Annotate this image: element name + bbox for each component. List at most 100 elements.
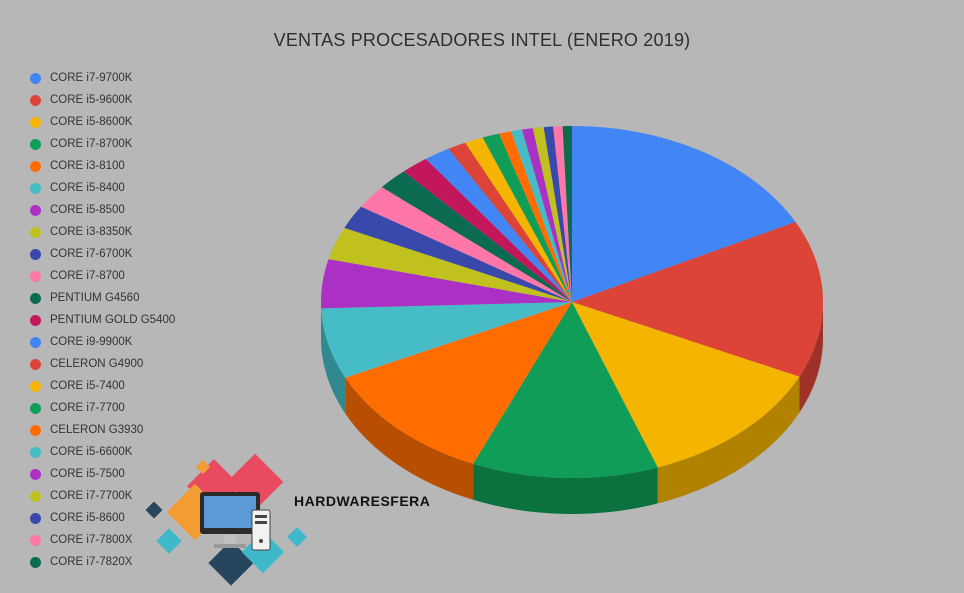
pie-slice	[543, 126, 572, 302]
legend-item: CORE i3-8350K	[30, 221, 175, 243]
legend-swatch	[30, 380, 41, 392]
pie-slice	[321, 302, 572, 378]
legend-label: CORE i7-8700K	[50, 138, 133, 150]
logo-diamond-orange-small	[195, 459, 211, 475]
legend-swatch	[30, 248, 41, 260]
pie-slice	[532, 127, 572, 303]
monitor-screen	[204, 496, 256, 528]
legend-item: CELERON G3930	[30, 419, 175, 441]
legend-swatch	[30, 490, 41, 502]
pie-slice-side	[345, 377, 474, 500]
legend-item: CORE i5-8600	[30, 507, 175, 529]
legend-label: CELERON G4900	[50, 358, 144, 370]
legend-label: CORE i5-6600K	[50, 446, 133, 458]
legend-label: CORE i7-7820X	[50, 556, 133, 568]
legend-label: CORE i5-8600K	[50, 116, 133, 128]
legend-label: CORE i3-8100	[50, 160, 125, 172]
legend-swatch	[30, 138, 41, 150]
legend-swatch	[30, 94, 41, 106]
legend-label: CELERON G3930	[50, 424, 144, 436]
legend-label: CORE i9-9900K	[50, 336, 133, 348]
logo-diamond-teal	[156, 528, 182, 554]
legend-swatch	[30, 446, 41, 458]
legend-label: CORE i7-7700K	[50, 490, 133, 502]
pie-slice	[345, 302, 572, 464]
legend-item: CORE i7-7700	[30, 397, 175, 419]
legend-label: CORE i5-8400	[50, 182, 125, 194]
legend-swatch	[30, 314, 41, 326]
legend-swatch	[30, 358, 41, 370]
legend-label: CORE i5-9600K	[50, 94, 133, 106]
legend-swatch	[30, 468, 41, 480]
legend-swatch	[30, 226, 41, 238]
pie-slice	[499, 131, 572, 302]
pie-slice	[448, 142, 572, 302]
pie-slice-side	[657, 376, 800, 504]
legend-item: CORE i9-9900K	[30, 331, 175, 353]
hardwaresfera-logo	[145, 453, 307, 586]
pie-slice	[465, 137, 572, 302]
legend-swatch	[30, 512, 41, 524]
legend-item: CORE i7-6700K	[30, 243, 175, 265]
legend-swatch	[30, 204, 41, 216]
pie-slice	[344, 206, 572, 302]
legend-item: CORE i5-7500	[30, 463, 175, 485]
legend-item: CORE i7-7800X	[30, 529, 175, 551]
legend-label: PENTIUM GOLD G5400	[50, 314, 176, 326]
legend-swatch	[30, 116, 41, 128]
legend-swatch	[30, 292, 41, 304]
logo-diamond-navy-small	[145, 501, 163, 519]
monitor-base	[214, 544, 246, 548]
pie-slice	[482, 133, 572, 302]
logo-diamond-teal-small	[287, 527, 307, 547]
pie-slice	[473, 302, 658, 478]
tower-drive-2	[255, 521, 267, 524]
pie-slice-side	[473, 463, 658, 514]
legend-label: CORE i5-8600	[50, 512, 125, 524]
legend-label: CORE i7-6700K	[50, 248, 133, 260]
pie-slice	[321, 259, 572, 309]
pie-slice	[572, 302, 800, 468]
legend-item: CORE i7-7820X	[30, 551, 175, 573]
chart-title: VENTAS PROCESADORES INTEL (ENERO 2019)	[273, 30, 691, 50]
legend-swatch	[30, 160, 41, 172]
pie-slice	[511, 129, 572, 302]
legend-item: CORE i7-9700K	[30, 67, 175, 89]
legend-swatch	[30, 336, 41, 348]
legend-item: CORE i7-7700K	[30, 485, 175, 507]
pie-slice	[425, 148, 572, 302]
legend-swatch	[30, 402, 41, 414]
pie-slice	[572, 126, 796, 302]
legend-label: CORE i5-7500	[50, 468, 125, 480]
pie-slice	[572, 221, 823, 377]
legend-item: CORE i5-9600K	[30, 89, 175, 111]
legend-label: CORE i7-9700K	[50, 72, 133, 84]
legend-swatch	[30, 556, 41, 568]
monitor-stand	[224, 534, 236, 544]
legend-item: CORE i5-8400	[30, 177, 175, 199]
legend-label: CORE i7-8700	[50, 270, 125, 282]
legend-item: CORE i7-8700K	[30, 133, 175, 155]
pie-slice	[562, 126, 572, 302]
pie-slice	[553, 126, 572, 303]
legend-item: CORE i5-7400	[30, 375, 175, 397]
tower-drive-1	[255, 515, 267, 518]
legend-label: CORE i5-8500	[50, 204, 125, 216]
pie-slice-side	[799, 302, 823, 413]
pie-slice	[361, 187, 572, 302]
legend-swatch	[30, 270, 41, 282]
legend: CORE i7-9700K CORE i5-9600K CORE i5-8600K C…	[30, 67, 175, 573]
tower-icon	[251, 509, 271, 551]
legend-swatch	[30, 182, 41, 194]
legend-item: CORE i3-8100	[30, 155, 175, 177]
pie-slice	[328, 227, 572, 302]
legend-item: PENTIUM G4560	[30, 287, 175, 309]
tower-power-button	[259, 539, 263, 543]
pie-side-walls	[321, 302, 823, 514]
legend-label: CORE i3-8350K	[50, 226, 133, 238]
legend-item: CORE i5-8600K	[30, 111, 175, 133]
legend-swatch	[30, 424, 41, 436]
legend-item: CORE i5-8500	[30, 199, 175, 221]
legend-item: PENTIUM GOLD G5400	[30, 309, 175, 331]
